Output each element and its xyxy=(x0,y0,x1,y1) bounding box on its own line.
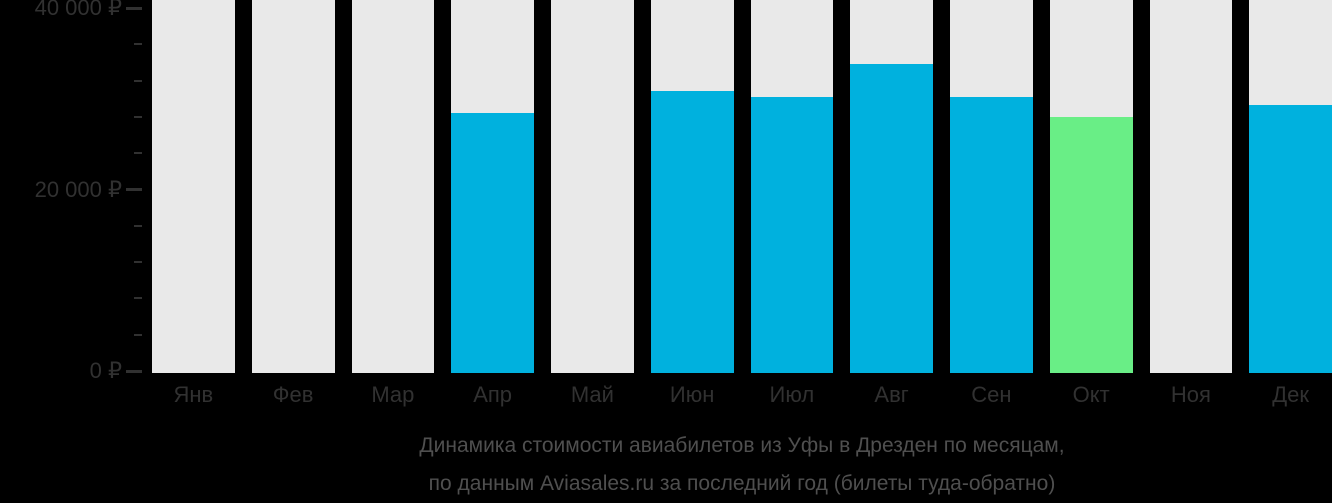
y-axis-tick-minor xyxy=(134,79,142,82)
bar-empty-track xyxy=(152,0,235,373)
bar-column xyxy=(451,0,534,373)
x-axis-label: Сен xyxy=(971,382,1012,407)
y-axis-label: 0 ₽ xyxy=(89,358,122,383)
y-axis-tick-minor xyxy=(134,224,142,227)
bar-column xyxy=(650,0,734,373)
y-axis-tick-major xyxy=(126,188,142,191)
bar-column xyxy=(850,0,933,373)
y-axis-tick-minor xyxy=(134,43,142,46)
bar-empty-track xyxy=(1149,0,1233,373)
x-axis-label: Окт xyxy=(1072,382,1110,407)
bar-value xyxy=(451,112,534,373)
y-axis-tick-major xyxy=(126,6,142,10)
bar-column xyxy=(251,0,335,373)
bar-column xyxy=(152,0,235,373)
chart-title: Динамика стоимости авиабилетов из Уфы в … xyxy=(152,427,1332,503)
bar-column xyxy=(1049,0,1133,373)
y-axis: 0 ₽ 20 000 ₽ 40 000 ₽ xyxy=(0,0,152,383)
bar-column xyxy=(351,0,435,373)
bar-column xyxy=(750,0,834,373)
bar-value-highlight xyxy=(1049,116,1133,373)
y-axis-tick-minor xyxy=(134,333,142,336)
bar-empty-track xyxy=(351,0,435,373)
y-axis-tick-minor xyxy=(134,297,142,300)
bar-value xyxy=(850,63,933,373)
plot-area xyxy=(152,0,1332,373)
bar-column xyxy=(1149,0,1233,373)
bar-column xyxy=(1249,0,1332,373)
x-axis-label: Фев xyxy=(272,382,314,407)
bar-value xyxy=(1249,104,1332,373)
x-axis-label: Ноя xyxy=(1170,382,1211,407)
x-axis-label: Дек xyxy=(1272,382,1309,407)
bar-value xyxy=(950,96,1033,373)
bar-value xyxy=(650,91,734,373)
y-axis-tick-minor xyxy=(134,115,142,118)
y-axis-tick-minor xyxy=(134,261,142,264)
chart-title-line1: Динамика стоимости авиабилетов из Уфы в … xyxy=(419,434,1065,457)
y-axis-tick-major xyxy=(126,369,142,373)
x-axis: Янв Фев Мар Апр Май Июн Июл Авг Сен Окт Ноя Дек xyxy=(152,382,1332,408)
bar-empty-track xyxy=(251,0,335,373)
bar-value xyxy=(750,97,834,373)
x-axis-label: Июл xyxy=(769,382,815,407)
y-axis-tick-minor xyxy=(134,152,142,155)
x-axis-label: Мар xyxy=(371,382,415,407)
x-axis-label: Янв xyxy=(173,382,214,407)
bar-empty-track xyxy=(551,0,634,373)
chart-title-line2: по данным Aviasales.ru за последний год … xyxy=(428,472,1056,495)
bar-column xyxy=(950,0,1033,373)
x-axis-label: Апр xyxy=(473,382,513,407)
x-axis-label: Авг xyxy=(874,382,909,407)
x-axis-label: Май xyxy=(570,382,614,407)
bar-column xyxy=(551,0,634,373)
y-axis-label: 40 000 ₽ xyxy=(34,0,122,20)
x-axis-label: Июн xyxy=(669,382,715,407)
y-axis-label: 20 000 ₽ xyxy=(34,176,122,202)
